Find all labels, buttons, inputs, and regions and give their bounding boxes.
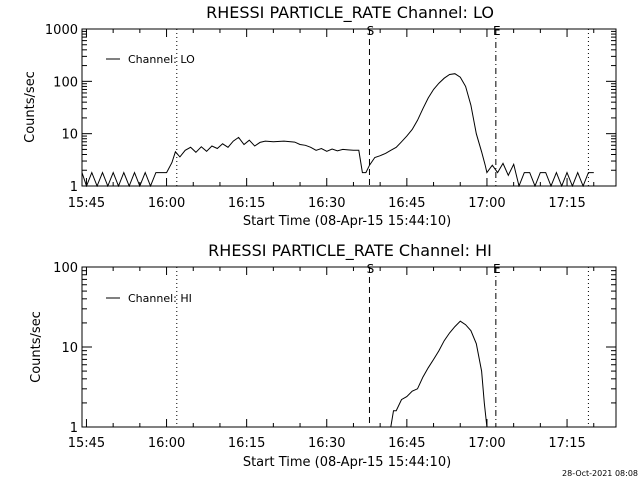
chart-panel-hi: RHESSI PARTICLE_RATE Channel: HI 15:45 16… [29,241,617,470]
legend-label: Channel: HI [128,292,192,305]
y-axis: 1 10 100 [53,261,616,436]
y-axis-label: Counts/sec [29,311,44,383]
x-tick-label: 16:30 [308,196,345,211]
marker-label: E [493,24,501,38]
x-tick-label: 16:00 [148,196,185,211]
x-tick-label: 17:15 [548,196,585,211]
y-tick-label: 100 [53,261,78,276]
y-tick-label: 10 [61,341,78,356]
x-tick-label: 15:45 [68,436,105,451]
x-tick-label: 15:45 [68,196,105,211]
marker-label: E [493,262,501,276]
chart-title: RHESSI PARTICLE_RATE Channel: LO [206,3,494,23]
x-tick-label: 16:00 [148,436,185,451]
x-axis: 15:45 16:00 16:15 16:30 16:45 17:00 17:15 [68,29,595,211]
series-line-hi [390,320,488,428]
chart-title: RHESSI PARTICLE_RATE Channel: HI [208,241,492,261]
plot-frame [81,266,617,428]
series-line-lo [82,73,594,187]
x-tick-label: 17:00 [468,196,505,211]
y-tick-label: 1000 [45,23,78,38]
x-tick-label: 16:45 [388,196,425,211]
marker-label: S [367,24,375,38]
x-tick-label: 16:30 [308,436,345,451]
x-tick-label: 17:15 [548,436,585,451]
footer-timestamp: 28-Oct-2021 08:08 [562,469,638,478]
x-tick-label: 17:00 [468,436,505,451]
plot-frame [81,28,617,187]
x-axis: 15:45 16:00 16:15 16:30 16:45 17:00 17:15 [68,267,595,451]
y-tick-label: 1 [70,421,78,436]
y-tick-label: 100 [53,75,78,90]
y-axis-label: Counts/sec [23,71,38,143]
y-tick-label: 10 [61,128,78,143]
marker-label: S [367,262,375,276]
x-tick-label: 16:45 [388,436,425,451]
x-tick-label: 16:15 [228,196,265,211]
x-axis-label: Start Time (08-Apr-15 15:44:10) [243,455,451,470]
x-tick-label: 16:15 [228,436,265,451]
y-tick-label: 1 [70,180,78,195]
x-axis-label: Start Time (08-Apr-15 15:44:10) [243,214,451,229]
y-axis: 1 10 100 1000 [45,23,616,195]
legend-label: Channel: LO [128,53,195,66]
chart-panel-lo: RHESSI PARTICLE_RATE Channel: LO 15:45 16… [23,3,617,229]
